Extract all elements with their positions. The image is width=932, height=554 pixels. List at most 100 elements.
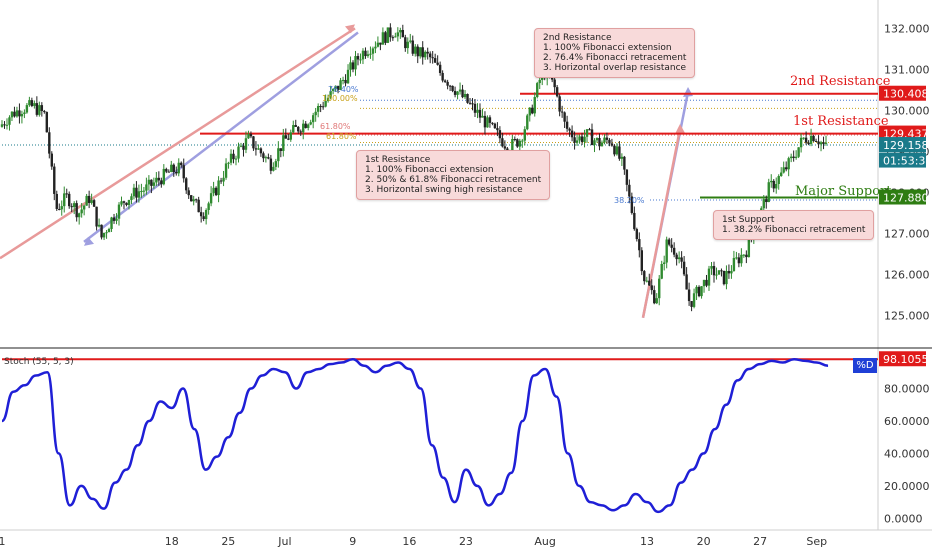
candle-body bbox=[712, 266, 716, 276]
axis-value-tag-text: 01:53:35 bbox=[883, 155, 932, 168]
candle-body bbox=[727, 270, 731, 274]
candle-body bbox=[511, 139, 514, 153]
annotation-resistance1: 1st Resistance 1. 100% Fibonacci extensi… bbox=[356, 150, 551, 200]
candle-body bbox=[770, 180, 773, 183]
candle-body bbox=[237, 146, 240, 159]
candle-body bbox=[501, 138, 504, 147]
candle-body bbox=[784, 167, 788, 170]
candle-body bbox=[314, 111, 317, 116]
axis-value-tag bbox=[879, 189, 926, 205]
candle-body bbox=[745, 254, 748, 258]
candle-body bbox=[536, 83, 539, 98]
candle-body bbox=[570, 130, 574, 138]
candle-body bbox=[483, 115, 487, 128]
candle-body bbox=[254, 148, 258, 150]
candle-body bbox=[605, 137, 609, 140]
candle-body bbox=[453, 90, 457, 95]
candle-body bbox=[665, 239, 668, 263]
candle-body bbox=[458, 89, 462, 92]
candle-body bbox=[443, 80, 447, 82]
candle-body bbox=[824, 142, 828, 144]
candle-body bbox=[498, 130, 502, 139]
candle-body bbox=[122, 201, 126, 203]
candle-body bbox=[466, 93, 469, 103]
candle-body bbox=[735, 257, 738, 259]
time-tick-label: 16 bbox=[402, 535, 416, 548]
candle-body bbox=[10, 111, 14, 118]
candle-body bbox=[653, 290, 656, 304]
candle-body bbox=[792, 156, 795, 158]
annotation-line: 1. 100% Fibonacci extension bbox=[365, 165, 494, 175]
candle-body bbox=[135, 187, 138, 198]
candle-body bbox=[112, 217, 116, 221]
candle-body bbox=[287, 138, 290, 140]
candle-body bbox=[334, 85, 337, 89]
level-label-major-support: Major Support bbox=[795, 184, 892, 199]
stoch-value-tag bbox=[879, 351, 926, 367]
candle-body bbox=[137, 191, 141, 198]
candle-body bbox=[568, 128, 571, 131]
candle-body bbox=[481, 115, 484, 118]
candle-body bbox=[630, 196, 634, 213]
candle-body bbox=[563, 112, 566, 122]
candle-body bbox=[130, 196, 133, 200]
candle-body bbox=[416, 46, 419, 57]
candle-body bbox=[531, 107, 534, 114]
candle-body bbox=[419, 47, 422, 57]
candle-body bbox=[516, 139, 519, 147]
candle-body bbox=[190, 195, 193, 202]
annotation-line: 2. 76.4% Fibonacci retracement bbox=[543, 53, 687, 63]
candle-body bbox=[685, 274, 688, 290]
candle-body bbox=[259, 148, 263, 154]
candle-body bbox=[344, 79, 347, 84]
time-tick-label: 9 bbox=[349, 535, 356, 548]
candle-body bbox=[421, 47, 424, 58]
candle-body bbox=[521, 140, 524, 142]
level-label-1st-resistance: 1st Resistance bbox=[793, 114, 889, 129]
candle-body bbox=[610, 143, 614, 146]
candle-body bbox=[463, 93, 467, 98]
candle-body bbox=[812, 135, 815, 141]
candle-body bbox=[95, 206, 98, 227]
time-tick-label: Sep bbox=[806, 535, 827, 548]
candle-body bbox=[202, 216, 205, 220]
price-tick-label: 126.000 bbox=[884, 269, 930, 282]
candle-body bbox=[242, 145, 245, 150]
candle-body bbox=[496, 128, 499, 131]
candle-body bbox=[65, 193, 68, 195]
candle-body bbox=[822, 142, 825, 144]
candle-body bbox=[80, 209, 83, 214]
candle-body bbox=[269, 158, 273, 171]
candle-body bbox=[3, 124, 6, 126]
candle-body bbox=[351, 62, 355, 70]
candle-body bbox=[262, 153, 265, 159]
candle-body bbox=[232, 153, 235, 160]
candle-body bbox=[428, 53, 432, 58]
candle-body bbox=[628, 184, 631, 197]
stoch-tick-label: 40.0000 bbox=[884, 447, 930, 460]
candle-body bbox=[346, 69, 350, 84]
candle-body bbox=[197, 199, 200, 213]
candle-body bbox=[316, 106, 320, 112]
candle-body bbox=[364, 50, 367, 57]
candle-body bbox=[157, 177, 161, 181]
arrowhead-upper bbox=[345, 24, 355, 34]
candle-body bbox=[732, 257, 736, 272]
time-tick-label: 20 bbox=[697, 535, 711, 548]
candle-body bbox=[663, 262, 666, 264]
candle-body bbox=[640, 250, 643, 272]
candle-body bbox=[194, 199, 198, 201]
candle-body bbox=[667, 239, 671, 245]
candle-body bbox=[160, 180, 163, 185]
candle-body bbox=[528, 107, 531, 116]
candle-body bbox=[142, 190, 146, 192]
candle-body bbox=[229, 153, 233, 163]
fib-label-61: 61.80% bbox=[326, 132, 357, 141]
candle-body bbox=[28, 100, 31, 106]
time-tick-label: Jul bbox=[277, 535, 291, 548]
candle-body bbox=[324, 100, 327, 107]
candle-body bbox=[389, 27, 392, 38]
candle-body bbox=[40, 105, 44, 111]
candle-body bbox=[354, 56, 357, 70]
candle-body bbox=[326, 97, 330, 101]
